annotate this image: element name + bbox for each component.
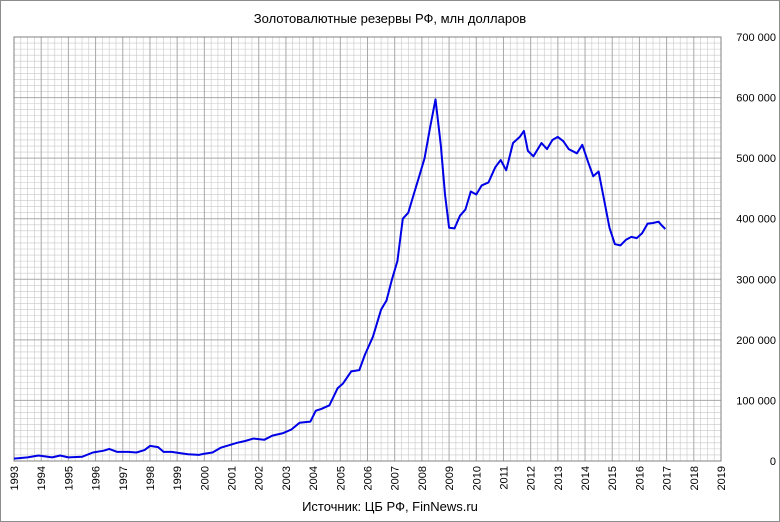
x-tick-label: 2017 bbox=[662, 466, 674, 490]
y-tick-label: 300 000 bbox=[736, 274, 776, 286]
x-tick-label: 2016 bbox=[634, 466, 646, 490]
x-tick-label: 1998 bbox=[145, 466, 157, 490]
x-tick-label: 2013 bbox=[553, 466, 565, 490]
x-tick-label: 1993 bbox=[9, 466, 21, 490]
x-tick-label: 2019 bbox=[716, 466, 728, 490]
series-line-0 bbox=[13, 98, 667, 460]
x-tick-label: 1996 bbox=[91, 466, 103, 490]
y-tick-label: 500 000 bbox=[736, 153, 776, 165]
y-tick-label: 100 000 bbox=[736, 395, 776, 407]
plot-border bbox=[13, 36, 722, 462]
x-tick-label: 2004 bbox=[308, 466, 320, 490]
x-tick-label: 1995 bbox=[63, 466, 75, 490]
x-tick-label: 2011 bbox=[498, 466, 510, 490]
x-tick-label: 2008 bbox=[417, 466, 429, 490]
y-tick-label: 700 000 bbox=[736, 32, 776, 44]
x-tick-label: 1997 bbox=[118, 466, 130, 490]
x-tick-label: 2002 bbox=[254, 466, 266, 490]
series-layer bbox=[13, 98, 667, 460]
x-tick-label: 2005 bbox=[335, 466, 347, 490]
grid-lines bbox=[13, 36, 722, 462]
x-tick-label: 2003 bbox=[281, 466, 293, 490]
x-axis-ticks: 1993 1994 1995 1996 1997 1998 1999 2000 2001 2002… bbox=[9, 466, 728, 490]
chart-source: Источник: ЦБ РФ, FinNews.ru bbox=[302, 499, 478, 514]
chart-title: Золотовалютные резервы РФ, млн долларов bbox=[253, 11, 527, 26]
plot-area-border bbox=[13, 36, 722, 462]
x-tick-label: 2010 bbox=[471, 466, 483, 490]
x-tick-label: 2009 bbox=[444, 466, 456, 490]
x-tick-label: 2006 bbox=[363, 466, 375, 490]
y-tick-label: 0 bbox=[770, 456, 776, 468]
x-tick-label: 2015 bbox=[607, 466, 619, 490]
y-tick-label: 200 000 bbox=[736, 335, 776, 347]
x-tick-label: 2012 bbox=[526, 466, 538, 490]
x-tick-label: 2014 bbox=[580, 466, 592, 490]
x-tick-label: 2018 bbox=[689, 466, 701, 490]
y-tick-label: 600 000 bbox=[736, 93, 776, 105]
x-tick-label: 2000 bbox=[199, 466, 211, 490]
y-axis-ticks: 0 100 000 200 000 300 000 400 000 500 000 600 … bbox=[736, 32, 776, 468]
y-tick-label: 400 000 bbox=[736, 214, 776, 226]
x-tick-label: 2001 bbox=[227, 466, 239, 490]
x-tick-label: 2007 bbox=[390, 466, 402, 490]
x-tick-label: 1999 bbox=[172, 466, 184, 490]
x-tick-label: 1994 bbox=[36, 466, 48, 490]
